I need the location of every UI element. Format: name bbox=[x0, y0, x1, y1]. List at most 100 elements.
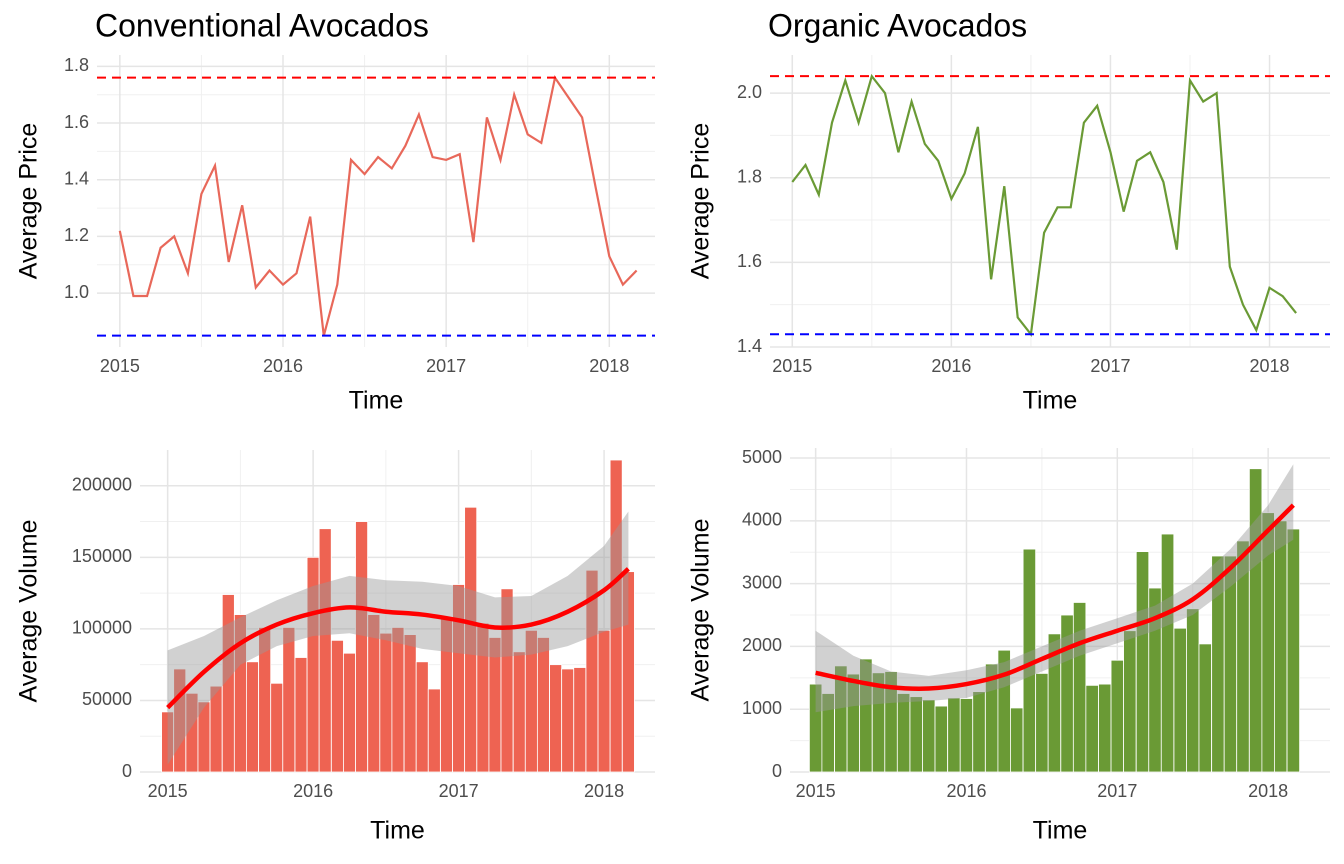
bar bbox=[294, 657, 308, 773]
bar bbox=[1072, 602, 1087, 773]
bar bbox=[512, 651, 526, 773]
bar bbox=[209, 685, 223, 773]
x-tick-label: 2017 bbox=[1090, 356, 1130, 376]
panel: Conventional Avocados Time Average Price 1.… bbox=[15, 7, 655, 415]
bar bbox=[1098, 683, 1112, 773]
price-line bbox=[791, 73, 1297, 338]
bar bbox=[1135, 551, 1150, 773]
y-tick-label: 1.6 bbox=[64, 112, 89, 132]
y-tick-label: 2.0 bbox=[737, 82, 762, 102]
y-tick-label: 1.6 bbox=[737, 251, 762, 271]
y-tick-label: 2000 bbox=[742, 635, 782, 655]
y-axis-title: Average Price bbox=[15, 123, 43, 280]
smooth-line bbox=[166, 567, 630, 710]
y-tick-label: 50000 bbox=[82, 689, 132, 709]
bar bbox=[343, 652, 356, 773]
x-tick-label: 2017 bbox=[426, 356, 466, 376]
y-tick-label: 1.2 bbox=[64, 225, 89, 245]
bar bbox=[488, 637, 502, 773]
bar bbox=[1035, 673, 1049, 773]
x-axis-title: Time bbox=[349, 387, 404, 415]
bar bbox=[1173, 627, 1187, 773]
bar bbox=[415, 661, 429, 773]
bar bbox=[355, 521, 369, 773]
bar bbox=[1248, 468, 1263, 773]
y-tick-label: 200000 bbox=[72, 475, 132, 495]
bar bbox=[536, 637, 550, 773]
x-tick-label: 2015 bbox=[148, 781, 188, 801]
x-tick-label: 2015 bbox=[100, 356, 140, 376]
bar bbox=[1123, 630, 1137, 773]
confidence-band bbox=[167, 511, 629, 765]
bar bbox=[909, 696, 923, 773]
y-tick-label: 1.8 bbox=[737, 166, 762, 186]
bar bbox=[561, 668, 575, 773]
y-axis-title: Average Price bbox=[687, 123, 715, 280]
y-tick-label: 0 bbox=[122, 761, 132, 781]
x-tick-label: 2016 bbox=[946, 781, 986, 801]
y-tick-label: 3000 bbox=[742, 572, 782, 592]
x-tick-label: 2017 bbox=[1097, 781, 1137, 801]
panel: Time Average Volume 0 1000 2000 3000 4000 5000 2… bbox=[687, 447, 1330, 845]
y-tick-label: 4000 bbox=[742, 510, 782, 530]
bar bbox=[379, 632, 393, 773]
y-tick-label: 1.8 bbox=[64, 55, 89, 75]
bar bbox=[934, 705, 948, 773]
y-tick-label: 0 bbox=[772, 761, 782, 781]
bar bbox=[573, 667, 587, 773]
bar bbox=[1186, 608, 1200, 773]
y-tick-label: 1.4 bbox=[737, 336, 762, 356]
x-tick-label: 2017 bbox=[439, 781, 479, 801]
y-tick-label: 100000 bbox=[72, 618, 132, 638]
x-tick-label: 2016 bbox=[263, 356, 303, 376]
x-tick-label: 2018 bbox=[584, 781, 624, 801]
bar bbox=[1198, 643, 1212, 773]
x-axis-title: Time bbox=[1033, 817, 1088, 845]
bar bbox=[972, 691, 986, 773]
bar bbox=[1274, 520, 1288, 773]
x-tick-label: 2018 bbox=[589, 356, 629, 376]
y-tick-label: 5000 bbox=[742, 447, 782, 467]
bar bbox=[1010, 707, 1024, 773]
bar bbox=[1286, 528, 1301, 773]
bar bbox=[318, 528, 332, 773]
bar bbox=[922, 699, 936, 773]
panel-title: Conventional Avocados bbox=[95, 7, 429, 43]
bar bbox=[391, 627, 405, 773]
bar bbox=[246, 661, 259, 773]
bar bbox=[427, 688, 441, 773]
smooth-line bbox=[815, 503, 1295, 691]
panel-title: Organic Avocados bbox=[768, 7, 1027, 43]
x-tick-label: 2018 bbox=[1248, 781, 1288, 801]
x-tick-label: 2016 bbox=[931, 356, 971, 376]
y-axis-title: Average Volume bbox=[687, 519, 715, 702]
y-tick-label: 150000 bbox=[72, 546, 132, 566]
bar bbox=[282, 627, 296, 773]
x-axis-title: Time bbox=[1023, 387, 1078, 415]
x-tick-label: 2018 bbox=[1250, 356, 1290, 376]
x-tick-label: 2016 bbox=[293, 781, 333, 801]
confidence-band bbox=[815, 464, 1294, 713]
bar bbox=[330, 639, 344, 773]
y-tick-label: 1000 bbox=[742, 698, 782, 718]
price-line bbox=[118, 74, 638, 336]
panel: Organic Avocados Time Average Price 1.4 1.6 1… bbox=[687, 7, 1330, 415]
panel: Time Average Volume 0 50000 100000 150000 2000… bbox=[15, 450, 655, 845]
y-tick-label: 1.4 bbox=[64, 168, 89, 188]
bar bbox=[1110, 659, 1124, 773]
bar bbox=[597, 629, 611, 773]
x-axis-title: Time bbox=[370, 817, 425, 845]
x-tick-label: 2015 bbox=[796, 781, 836, 801]
y-tick-label: 1.0 bbox=[64, 282, 89, 302]
bar bbox=[947, 697, 961, 773]
bar bbox=[270, 682, 284, 773]
x-tick-label: 2015 bbox=[772, 356, 812, 376]
y-axis-title: Average Volume bbox=[15, 520, 43, 703]
bar bbox=[1085, 684, 1099, 773]
bar bbox=[896, 693, 911, 773]
bar bbox=[959, 698, 974, 773]
bar bbox=[403, 634, 417, 773]
bar bbox=[549, 664, 563, 773]
bar bbox=[1160, 533, 1175, 773]
